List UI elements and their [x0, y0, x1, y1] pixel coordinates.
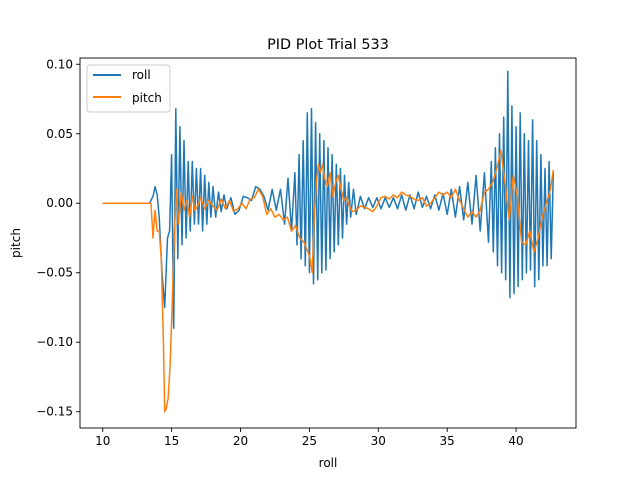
y-axis: −0.15 −0.10 −0.05 0.00 0.05 0.10 [36, 57, 80, 419]
series-layer [102, 70, 555, 413]
x-tick-label: 40 [508, 434, 523, 448]
series-line-pitch [102, 149, 555, 413]
x-axis-label: roll [319, 456, 338, 470]
x-axis: 10 15 20 25 30 35 40 [95, 428, 524, 448]
y-tick-label: 0.00 [46, 196, 73, 210]
x-tick-label: 30 [371, 434, 386, 448]
x-tick-label: 25 [302, 434, 317, 448]
series-line-roll [102, 70, 555, 330]
chart-title: PID Plot Trial 533 [267, 37, 389, 53]
legend-box [86, 64, 171, 113]
legend-label-roll: roll [132, 68, 151, 82]
plot-area [79, 57, 577, 429]
x-tick-label: 20 [233, 434, 248, 448]
y-tick-label: 0.05 [46, 127, 73, 141]
x-tick-label: 15 [164, 434, 179, 448]
y-axis-label: pitch [9, 228, 23, 258]
legend-label-pitch: pitch [132, 91, 162, 105]
x-tick-label: 10 [95, 434, 110, 448]
y-tick-label: −0.15 [36, 405, 73, 419]
y-tick-label: −0.10 [36, 335, 73, 349]
y-tick-label: −0.05 [36, 266, 73, 280]
x-tick-label: 35 [440, 434, 455, 448]
legend: roll pitch [86, 64, 171, 113]
y-tick-label: 0.10 [46, 57, 73, 71]
axes-frame [79, 57, 577, 429]
